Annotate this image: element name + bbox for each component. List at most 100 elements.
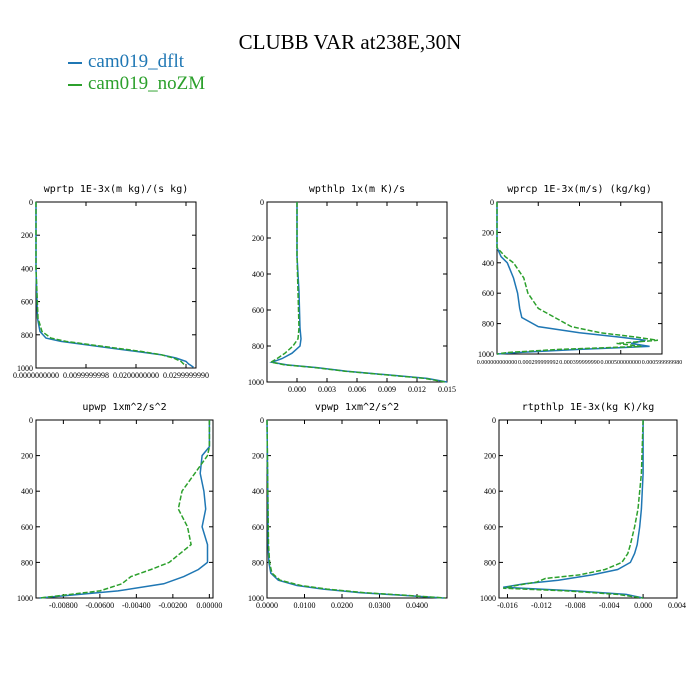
y-tick-label: 600	[482, 289, 494, 298]
x-tick-label: -0.008	[565, 601, 586, 610]
y-tick-label: 400	[484, 487, 496, 496]
y-tick-label: 400	[21, 487, 33, 496]
x-tick-label: 0.004	[668, 601, 686, 610]
x-tick-label: 0.00000	[196, 601, 222, 610]
y-tick-label: 1000	[480, 594, 496, 603]
chart-title: upwp 1xm^2/s^2	[82, 402, 166, 413]
y-tick-label: 400	[252, 487, 264, 496]
x-tick-label: 0.003	[318, 385, 336, 394]
series-line-nozm	[496, 202, 659, 355]
y-tick-label: 400	[21, 264, 33, 273]
plot-frame	[266, 201, 448, 383]
chart-title: wpthlp 1x(m K)/s	[309, 184, 405, 195]
series-line-dflt	[269, 202, 448, 383]
y-tick-label: 0	[29, 198, 33, 207]
x-tick-label: 0.0000	[256, 601, 278, 610]
y-tick-label: 1000	[17, 364, 33, 373]
y-tick-label: 200	[21, 231, 33, 240]
series-line-dflt	[503, 420, 644, 599]
y-tick-label: 800	[484, 558, 496, 567]
legend-label: cam019_dflt	[88, 51, 185, 72]
y-tick-label: 0	[29, 416, 33, 425]
x-tick-label: 0.0000000000	[13, 371, 59, 380]
y-tick-label: 0	[492, 416, 496, 425]
chart-title: vpwp 1xm^2/s^2	[315, 402, 399, 413]
y-tick-label: 0	[260, 198, 264, 207]
series-line-nozm	[266, 419, 446, 599]
x-tick-label: 0.000	[288, 385, 306, 394]
x-tick-label: -0.00200	[159, 601, 188, 610]
y-tick-label: 1000	[478, 350, 494, 359]
y-tick-label: 600	[21, 523, 33, 532]
legend-swatch	[68, 61, 82, 64]
x-tick-label: -0.004	[599, 601, 620, 610]
y-tick-label: 1000	[248, 378, 264, 387]
chart-title: rtpthlp 1E-3x(kg K)/kg	[522, 402, 654, 413]
x-tick-label: -0.00400	[122, 601, 151, 610]
y-tick-label: 200	[252, 452, 264, 461]
series-line-nozm	[39, 420, 211, 599]
y-tick-label: 800	[482, 320, 494, 329]
y-tick-label: 800	[21, 331, 33, 340]
y-tick-label: 600	[252, 306, 264, 315]
y-tick-label: 800	[21, 558, 33, 567]
x-tick-label: 0.006	[348, 385, 366, 394]
y-tick-label: 1000	[248, 594, 264, 603]
y-tick-label: 200	[482, 228, 494, 237]
chart-title: wprtp 1E-3x(m kg)/(s kg)	[44, 184, 189, 195]
y-tick-label: 200	[252, 234, 264, 243]
x-tick-label: 0.009	[378, 385, 396, 394]
series-line-dflt	[35, 202, 194, 368]
series-line-nozm	[503, 419, 644, 599]
y-tick-label: 600	[484, 523, 496, 532]
x-tick-label: 0.012	[408, 385, 426, 394]
x-tick-label: 0.0400	[406, 601, 428, 610]
y-tick-label: 200	[21, 452, 33, 461]
x-tick-label: 0.000500000000	[601, 360, 642, 366]
plot-frame	[496, 201, 663, 355]
y-tick-label: 1000	[17, 594, 33, 603]
y-tick-label: 800	[252, 558, 264, 567]
chart-panel-2: wpthlp 1x(m K)/s 0 200 400 600 800 1000 0.000 0.…	[248, 184, 456, 394]
plot-frame	[35, 201, 197, 369]
x-tick-label: 0.000399999990	[559, 360, 600, 366]
x-tick-label: 0.0099999998	[63, 371, 109, 380]
x-tick-label: 0.000000000000	[477, 360, 518, 366]
x-tick-label: 0.0100	[294, 601, 316, 610]
x-tick-label: 0.015	[438, 385, 456, 394]
plot-frame	[35, 419, 214, 599]
plot-frame	[266, 419, 448, 599]
x-tick-label: 0.0300	[369, 601, 391, 610]
chart-panel-1: wprtp 1E-3x(m kg)/(s kg) 0 200 400 600 800 100…	[13, 184, 209, 380]
x-tick-label: 0.000599999980	[642, 360, 683, 366]
y-tick-label: 800	[252, 342, 264, 351]
x-tick-label: -0.00800	[49, 601, 78, 610]
series-line-nozm	[268, 202, 446, 383]
series-line-dflt	[496, 202, 650, 355]
chart-panel-6: rtpthlp 1E-3x(kg K)/kg 0 200 400 600 800 1000 -…	[480, 402, 686, 610]
legend-label: cam019_noZM	[88, 73, 206, 94]
y-tick-label: 200	[484, 452, 496, 461]
y-tick-label: 0	[260, 416, 264, 425]
x-tick-label: -0.012	[531, 601, 552, 610]
x-tick-label: 0.0200000000	[113, 371, 159, 380]
y-tick-label: 400	[482, 259, 494, 268]
x-tick-label: 0.000	[634, 601, 652, 610]
y-tick-label: 400	[252, 270, 264, 279]
x-tick-label: 0.0299999990	[163, 371, 209, 380]
chart-panel-4: upwp 1xm^2/s^202004006008001000-0.00800-…	[17, 402, 222, 610]
legend-swatch	[68, 83, 82, 86]
plot-frame	[498, 419, 678, 599]
figure-title: CLUBB VAR at238E,30N	[238, 30, 462, 54]
y-tick-label: 600	[252, 523, 264, 532]
chart-panel-3: wprcp 1E-3x(m/s) (kg/kg) 0 200 400 600 800 100…	[477, 184, 683, 366]
series-line-dflt	[266, 419, 444, 599]
series-line-dflt	[39, 420, 211, 599]
y-tick-label: 0	[490, 198, 494, 207]
x-tick-label: -0.00600	[86, 601, 115, 610]
legend-item-dflt: cam019_dflt	[68, 52, 184, 72]
x-tick-label: 0.0200	[331, 601, 353, 610]
y-tick-label: 600	[21, 298, 33, 307]
